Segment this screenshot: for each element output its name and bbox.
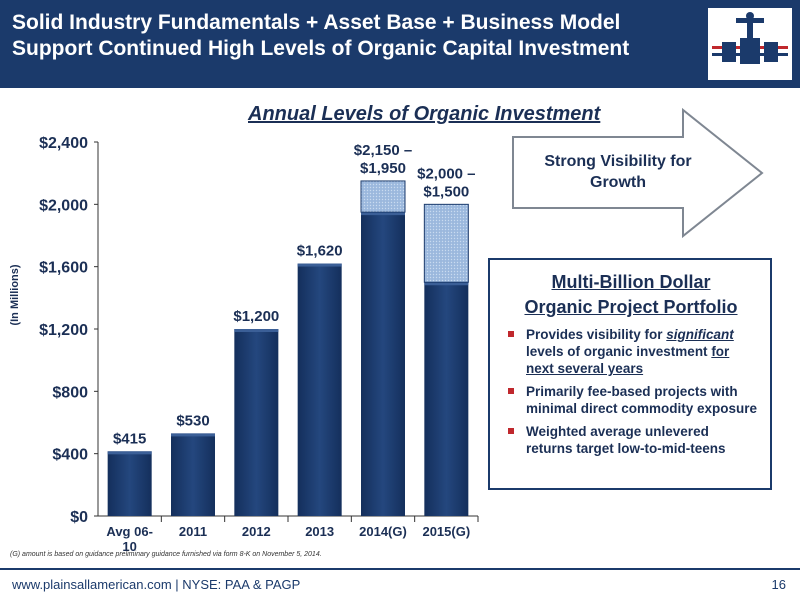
slide-title: Solid Industry Fundamentals + Asset Base… <box>12 10 692 62</box>
bar <box>297 263 342 516</box>
header-bar: Solid Industry Fundamentals + Asset Base… <box>0 0 800 88</box>
bullet-3-text: Weighted average unlevered returns targe… <box>526 424 726 456</box>
bar <box>424 282 469 516</box>
y-tick-label: $2,000 <box>39 197 88 214</box>
bar-range-segment <box>360 180 406 213</box>
footer-text: www.plainsallamerican.com | NYSE: PAA & … <box>12 577 301 592</box>
slide-title-line-2: Support Continued High Levels of Organic… <box>12 37 630 60</box>
bar-top-highlight <box>171 433 215 437</box>
x-tick-label: 10 <box>122 539 136 554</box>
y-tick-label: $2,400 <box>39 135 88 152</box>
arrow-text-line-2: Growth <box>590 174 646 191</box>
y-tick-label: $800 <box>52 384 88 401</box>
bullet-square-icon <box>508 428 514 434</box>
x-tick-label: 2011 <box>179 524 207 539</box>
chart-title: Annual Levels of Organic Investment <box>248 103 601 125</box>
bullet-item: Primarily fee-based projects with minima… <box>504 383 758 417</box>
bar-value-label: $530 <box>176 412 209 429</box>
bullet-1-text-mid: levels of organic investment <box>526 344 712 359</box>
x-tick-label: 2015(G) <box>422 524 470 539</box>
bar-value-label: $1,950 <box>360 160 406 177</box>
bullet-1-text: Provides visibility for <box>526 327 667 342</box>
x-tick-label: 2012 <box>242 524 271 539</box>
footer-divider <box>0 568 800 570</box>
bullet-square-icon <box>508 331 514 337</box>
y-axis-label: (In Millions) <box>9 264 21 325</box>
growth-arrow: Strong Visibility for Growth <box>512 107 764 239</box>
bar <box>107 451 152 516</box>
bar-value-label: $1,500 <box>423 183 469 200</box>
x-tick-label: 2014(G) <box>359 524 407 539</box>
valve-logo-icon <box>712 12 788 64</box>
panel-title-line-2: Organic Project Portfolio <box>524 297 738 317</box>
bullet-square-icon <box>508 388 514 394</box>
bar-value-label: $2,150 – <box>354 142 412 159</box>
bar-top-highlight <box>361 212 405 216</box>
bullet-item: Weighted average unlevered returns targe… <box>504 423 758 457</box>
slide-title-line-1: Solid Industry Fundamentals + Asset Base… <box>12 11 621 34</box>
bullet-2-text: Primarily fee-based projects with minima… <box>526 384 758 416</box>
project-portfolio-panel: Multi-Billion Dollar Organic Project Por… <box>488 258 772 490</box>
y-tick-label: $400 <box>52 447 88 464</box>
bar <box>234 329 279 516</box>
bar-value-label: $2,000 – <box>417 165 475 182</box>
panel-bullet-list: Provides visibility for significant leve… <box>504 326 758 457</box>
bar-top-highlight <box>234 329 279 332</box>
bar-top-highlight <box>297 263 342 267</box>
page-number: 16 <box>771 577 786 592</box>
bullet-1-emphasis: significant <box>666 327 734 342</box>
bar-range-segment <box>423 203 469 283</box>
bar-value-label: $415 <box>113 430 146 447</box>
panel-title: Multi-Billion Dollar Organic Project Por… <box>504 270 758 320</box>
footnote: (G) amount is based on guidance prelimin… <box>10 551 322 558</box>
bullet-1-underline: for next several years <box>526 344 730 376</box>
bar-value-label: $1,620 <box>297 243 343 260</box>
arrow-text-line-1: Strong Visibility for <box>544 153 691 170</box>
y-tick-label: $1,600 <box>39 260 88 277</box>
x-tick-label: Avg 06- <box>106 524 152 539</box>
bullet-item: Provides visibility for significant leve… <box>504 326 758 377</box>
bar <box>361 212 405 516</box>
bar-value-label: $1,200 <box>233 308 279 325</box>
y-tick-label: $1,200 <box>39 322 88 339</box>
y-tick-label: $0 <box>70 509 88 526</box>
bar-top-highlight <box>107 451 152 455</box>
company-logo <box>708 8 792 80</box>
arrow-shape <box>512 107 764 239</box>
x-tick-label: 2013 <box>305 524 334 539</box>
bar <box>171 433 215 516</box>
panel-title-line-1: Multi-Billion Dollar <box>551 272 711 292</box>
bar-top-highlight <box>424 282 469 286</box>
